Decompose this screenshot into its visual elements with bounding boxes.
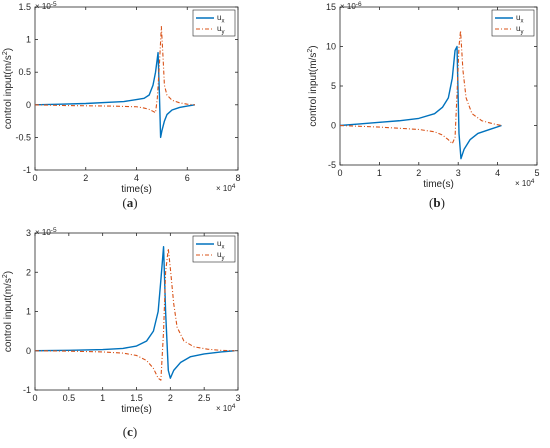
y-axis-label: control input(m/s2) xyxy=(2,271,14,352)
y-tick-label: -5 xyxy=(328,160,336,170)
y-tick-label: -1 xyxy=(23,165,31,175)
y-axis-multiplier: × 10-6 xyxy=(340,1,362,11)
legend-entry-ux: ux xyxy=(217,239,224,251)
legend-entry-uy: uy xyxy=(217,250,224,262)
x-tick-label: 0 xyxy=(32,173,37,183)
y-tick-label: 15 xyxy=(326,2,336,12)
legend-entry-ux: ux xyxy=(217,13,224,25)
panel-label-c: (c) xyxy=(123,424,137,439)
panel-label-b: (b) xyxy=(429,195,445,210)
series-line-uy xyxy=(34,26,195,114)
legend-entry-uy: uy xyxy=(516,24,523,36)
y-tick-label: 10 xyxy=(326,42,336,52)
x-tick-label: 2 xyxy=(83,173,88,183)
y-tick-label: 0 xyxy=(331,121,336,131)
y-tick-label: 0.5 xyxy=(18,67,31,77)
y-axis-label: control input(m/s2) xyxy=(307,45,319,126)
x-tick-label: 3 xyxy=(456,168,461,178)
x-tick-label: 2.5 xyxy=(198,393,211,403)
y-tick-label: -0.5 xyxy=(15,132,31,142)
x-axis-label: time(s) xyxy=(423,179,454,190)
legend-box xyxy=(491,9,535,37)
x-tick-label: 4 xyxy=(495,168,500,178)
x-tick-label: 2 xyxy=(416,168,421,178)
y-tick-label: 3 xyxy=(26,228,31,238)
x-tick-label: 3 xyxy=(235,393,240,403)
y-tick-label: 2 xyxy=(26,267,31,277)
y-axis-label: control input(m/s2) xyxy=(2,48,14,129)
y-tick-label: -1 xyxy=(23,385,31,395)
legend-box xyxy=(192,235,236,263)
x-tick-label: 5 xyxy=(534,168,539,178)
legend-entry-ux: ux xyxy=(516,13,523,25)
x-tick-label: 6 xyxy=(185,173,190,183)
x-axis-label: time(s) xyxy=(121,184,152,195)
legend-entry-uy: uy xyxy=(217,24,224,36)
x-tick-label: 4 xyxy=(134,173,139,183)
x-tick-label: 2 xyxy=(168,393,173,403)
x-tick-label: 1 xyxy=(100,393,105,403)
x-axis-multiplier: × 104 xyxy=(216,183,236,193)
y-tick-label: 0 xyxy=(26,100,31,110)
chart-panel-a: 0 2 4 6 8 -1 -0.5 0 0.5 1 1.5 × 10-5 × 104 time(s) con… xyxy=(2,1,241,195)
x-tick-label: 0.5 xyxy=(63,393,76,403)
x-axis-label: time(s) xyxy=(121,404,152,415)
legend-box xyxy=(192,9,236,37)
y-axis-multiplier: × 10-5 xyxy=(35,227,57,237)
y-tick-label: 0 xyxy=(26,346,31,356)
y-tick-label: 5 xyxy=(331,81,336,91)
x-tick-label: 0 xyxy=(32,393,37,403)
series-line-ux xyxy=(34,246,235,379)
x-tick-label: 0 xyxy=(337,168,342,178)
x-tick-label: 1 xyxy=(377,168,382,178)
series-line-uy xyxy=(34,248,235,381)
y-tick-label: 1 xyxy=(26,35,31,45)
y-axis-multiplier: × 10-5 xyxy=(35,1,57,11)
x-axis-multiplier: × 104 xyxy=(515,178,535,188)
panel-label-a: (a) xyxy=(122,195,137,210)
x-tick-label: 8 xyxy=(235,173,240,183)
y-tick-label: 1 xyxy=(26,307,31,317)
series-line-ux xyxy=(339,45,502,160)
series-line-ux xyxy=(34,51,195,139)
x-tick-label: 1.5 xyxy=(130,393,143,403)
x-axis-multiplier: × 104 xyxy=(216,403,236,413)
y-tick-label: 1.5 xyxy=(18,2,31,12)
series-line-uy xyxy=(339,30,502,145)
